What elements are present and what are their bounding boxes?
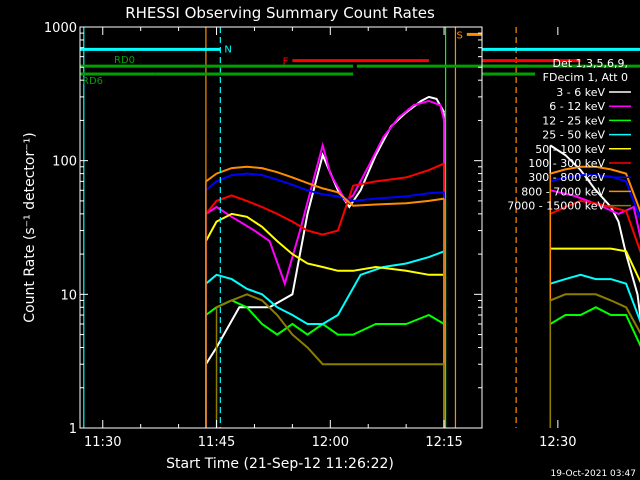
flag-label: RD6: [82, 76, 103, 87]
legend-entry-label: 7000 - 15000 keV: [507, 200, 605, 213]
series-line: [205, 99, 446, 287]
flag-label: N: [224, 44, 231, 55]
series-line: [550, 189, 640, 240]
flag-label: S: [456, 30, 462, 41]
legend: Det 1,3,5,6,9,FDecim 1, Att 0 3 - 6 keV6 …: [507, 57, 631, 213]
series-line: [205, 165, 445, 207]
series-line: [205, 172, 445, 202]
series-line: [205, 95, 445, 365]
series-line: [550, 247, 640, 284]
series-line: [549, 199, 640, 254]
x-tick-label: 12:30: [539, 435, 576, 450]
plot-frame: [79, 26, 483, 429]
y-tick-label: 10: [60, 288, 77, 303]
series-line: [205, 250, 445, 325]
series-line: [550, 273, 640, 324]
flag-label: F: [283, 57, 289, 68]
series-line: [205, 162, 445, 236]
y-tick-label: 1: [69, 422, 77, 437]
x-axis-label: Start Time (21-Sep-12 11:26:22): [166, 456, 394, 472]
y-tick-label: 100: [52, 155, 77, 170]
x-tick-label: 12:15: [425, 435, 462, 450]
legend-entry-label: 800 - 7000 keV: [521, 185, 605, 198]
x-tick-label: 12:00: [312, 435, 349, 450]
chart-title: RHESSI Observing Summary Count Rates: [125, 4, 435, 22]
flag-bars: N F S RD0 RD6: [80, 30, 640, 87]
flag-label: RD0: [114, 55, 135, 66]
series-line: [550, 165, 640, 214]
y-tick-label: 1000: [44, 21, 77, 36]
legend-entry-label: 25 - 50 keV: [542, 129, 605, 142]
vertical-markers: [83, 27, 517, 428]
legend-entry-label: 6 - 12 keV: [549, 100, 605, 113]
legend-entry-label: 300 - 800 keV: [528, 171, 605, 184]
series-line: [216, 293, 445, 366]
legend-header: FDecim 1, Att 0: [543, 71, 628, 84]
series-line: [549, 293, 640, 335]
legend-entry-label: 100 - 300 keV: [528, 157, 605, 170]
footer-date: 19-Oct-2021 03:47: [551, 469, 636, 479]
legend-entry-label: 12 - 25 keV: [542, 114, 605, 127]
y-axis-label: Count Rate (s⁻¹ detector⁻¹): [22, 132, 38, 322]
legend-header: Det 1,3,5,6,9,: [552, 57, 628, 70]
legend-entry-label: 3 - 6 keV: [556, 86, 605, 99]
series-line: [549, 306, 640, 348]
legend-entry-label: 50 - 100 keV: [535, 143, 605, 156]
series-line: [205, 212, 445, 276]
x-tick-label: 11:30: [84, 435, 121, 450]
axes: 110100100011:3011:4512:0012:1512:3012:45…: [44, 21, 577, 450]
series-layer: [205, 95, 640, 428]
series-line: [550, 174, 640, 221]
series-line: [205, 299, 445, 336]
x-tick-label: 11:45: [198, 435, 235, 450]
